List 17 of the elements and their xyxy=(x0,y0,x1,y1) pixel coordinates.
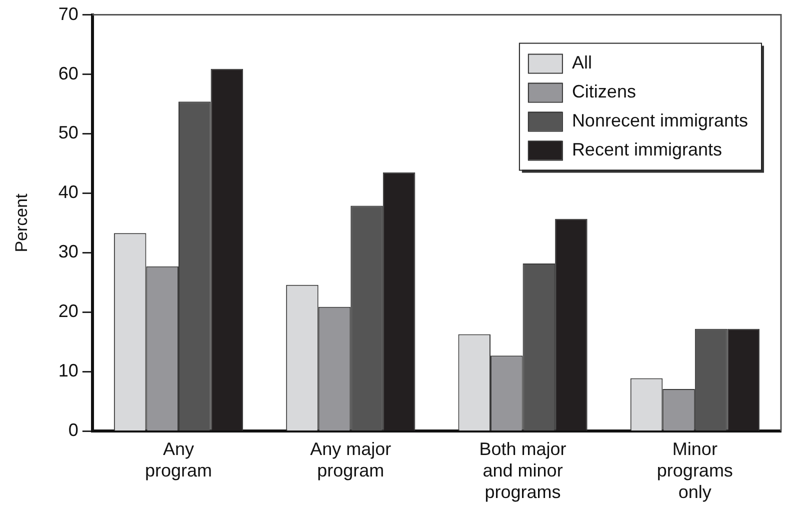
legend-label: All xyxy=(572,52,592,72)
y-tick-label: 40 xyxy=(58,182,78,202)
legend-label: Citizens xyxy=(572,81,636,102)
legend-label: Recent immigrants xyxy=(572,139,722,160)
x-tick-label: Both major and minor programs xyxy=(479,438,566,502)
y-tick-label: 10 xyxy=(58,360,78,381)
y-axis-title: Percent xyxy=(12,193,31,252)
y-tick-label: 20 xyxy=(58,301,78,322)
legend-label: Nonrecent immigrants xyxy=(572,110,748,130)
x-tick-label: Minor programs only xyxy=(656,438,733,502)
y-tick-label: 70 xyxy=(58,4,78,24)
y-tick-label: 30 xyxy=(58,242,78,262)
y-tick-label: 50 xyxy=(58,122,78,143)
y-tick-label: 0 xyxy=(68,420,78,440)
x-tick-label: Any program xyxy=(144,438,212,481)
x-tick-label: Any major program xyxy=(310,438,392,481)
y-tick-label: 60 xyxy=(58,63,78,84)
